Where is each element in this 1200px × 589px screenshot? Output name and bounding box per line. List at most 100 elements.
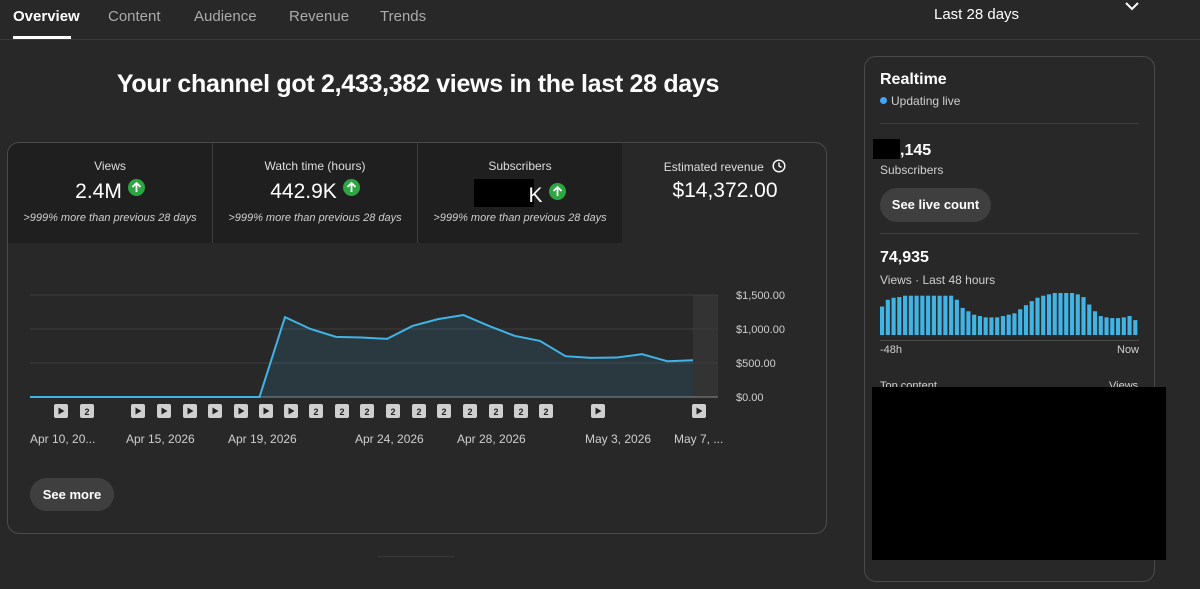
x-tick-label: Apr 28, 2026	[457, 432, 526, 446]
chart-baseline	[880, 340, 1139, 341]
tab-content[interactable]: Content	[108, 8, 161, 25]
video-marker-icon[interactable]	[54, 404, 68, 418]
video-marker-icon[interactable]	[208, 404, 222, 418]
realtime-bar[interactable]	[880, 306, 885, 335]
realtime-bar[interactable]	[960, 307, 965, 335]
realtime-bar[interactable]	[926, 295, 931, 335]
realtime-bar[interactable]	[995, 317, 1000, 335]
metric-views[interactable]: Views 2.4M >999% more than previous 28 d…	[8, 143, 212, 243]
video-marker-icon[interactable]	[259, 404, 273, 418]
realtime-bar[interactable]	[914, 295, 919, 335]
realtime-bar[interactable]	[903, 295, 908, 335]
realtime-bar[interactable]	[1000, 316, 1006, 335]
tab-overview[interactable]: Overview	[13, 8, 80, 25]
realtime-bar[interactable]	[1029, 301, 1034, 335]
realtime-bar[interactable]	[1052, 293, 1057, 335]
multi-video-marker-icon[interactable]: 2	[335, 404, 349, 418]
chevron-down-icon[interactable]	[1124, 0, 1140, 14]
realtime-bar[interactable]	[1121, 317, 1126, 335]
realtime-bar[interactable]	[1018, 309, 1023, 335]
axis-label-start: -48h	[880, 344, 903, 356]
realtime-bar[interactable]	[1023, 305, 1029, 335]
realtime-bar[interactable]	[1098, 316, 1103, 335]
metric-watch-time[interactable]: Watch time (hours) 442.9K >999% more tha…	[213, 143, 417, 243]
video-marker-icon[interactable]	[131, 404, 145, 418]
svg-text:2: 2	[339, 407, 344, 417]
realtime-bar[interactable]	[1092, 311, 1098, 335]
arrow-up-icon	[342, 179, 360, 196]
see-live-count-button[interactable]: See live count	[880, 188, 991, 222]
realtime-bar[interactable]	[966, 311, 971, 335]
realtime-bar[interactable]	[937, 295, 942, 335]
realtime-bar[interactable]	[1081, 297, 1086, 335]
metric-revenue[interactable]: Estimated revenue $14,372.00	[622, 143, 826, 243]
see-more-button[interactable]: See more	[30, 478, 114, 511]
multi-video-marker-icon[interactable]: 2	[514, 404, 528, 418]
realtime-bar[interactable]	[1069, 293, 1075, 335]
realtime-bar[interactable]	[954, 299, 959, 335]
realtime-bar[interactable]	[943, 295, 948, 335]
multi-video-marker-icon[interactable]: 2	[539, 404, 553, 418]
realtime-bar[interactable]	[989, 317, 994, 335]
realtime-bar[interactable]	[1046, 294, 1052, 335]
realtime-bar[interactable]	[972, 314, 977, 335]
realtime-bar[interactable]	[1075, 294, 1080, 335]
realtime-bar[interactable]	[931, 295, 936, 335]
revenue-value: $14,372.00	[672, 179, 778, 202]
revenue-chart[interactable]: $1,500.00 $1,000.00 $500.00 $0.00 2 2 2 2 2 2 2 2 2…	[8, 243, 827, 483]
multi-video-marker-icon[interactable]: 2	[386, 404, 400, 418]
y-tick-label: $0.00	[736, 392, 764, 404]
realtime-bar[interactable]	[1104, 317, 1109, 335]
tab-revenue[interactable]: Revenue	[289, 8, 350, 25]
video-marker-icon[interactable]	[234, 404, 248, 418]
multi-video-marker-icon[interactable]: 2	[489, 404, 503, 418]
revenue-label: Estimated revenue	[663, 160, 764, 174]
svg-text:2: 2	[364, 407, 369, 417]
realtime-bar[interactable]	[1006, 314, 1011, 335]
realtime-bar[interactable]	[1012, 313, 1017, 335]
video-marker-icon[interactable]	[183, 404, 197, 418]
subscribers-suffix: K	[528, 184, 543, 207]
x-tick-label: Apr 15, 2026	[126, 432, 195, 446]
realtime-bar[interactable]	[1110, 318, 1115, 335]
multi-video-marker-icon[interactable]: 2	[463, 404, 477, 418]
multi-video-marker-icon[interactable]: 2	[80, 404, 94, 418]
multi-video-marker-icon[interactable]: 2	[437, 404, 451, 418]
multi-video-marker-icon[interactable]: 2	[360, 404, 374, 418]
video-marker-icon[interactable]	[284, 404, 298, 418]
realtime-bar-chart[interactable]	[865, 289, 1155, 339]
svg-text:2: 2	[467, 407, 472, 417]
realtime-bar[interactable]	[1127, 316, 1132, 335]
realtime-status-text: Updating live	[891, 94, 961, 108]
realtime-bar[interactable]	[949, 295, 954, 335]
tab-trends[interactable]: Trends	[380, 8, 427, 25]
realtime-bar[interactable]	[977, 316, 982, 335]
arrow-up-icon	[127, 179, 145, 196]
date-range-selector[interactable]: Last 28 days	[934, 6, 1020, 23]
x-tick-label: Apr 24, 2026	[355, 432, 424, 446]
svg-text:2: 2	[518, 407, 523, 417]
realtime-bar[interactable]	[983, 317, 988, 335]
realtime-bar[interactable]	[1087, 304, 1092, 335]
video-marker-icon[interactable]	[591, 404, 605, 418]
realtime-bar[interactable]	[1041, 295, 1046, 335]
video-marker-icon[interactable]	[157, 404, 171, 418]
realtime-bar[interactable]	[1064, 293, 1069, 335]
realtime-bar[interactable]	[908, 295, 913, 335]
realtime-bar[interactable]	[1058, 293, 1063, 335]
realtime-views: 74,935	[880, 249, 929, 266]
realtime-bar[interactable]	[1115, 318, 1121, 335]
video-marker-icon[interactable]	[692, 404, 706, 418]
realtime-bar[interactable]	[891, 297, 896, 335]
multi-video-marker-icon[interactable]: 2	[309, 404, 323, 418]
realtime-bar[interactable]	[897, 297, 902, 335]
redacted-region	[872, 387, 1166, 560]
tab-audience[interactable]: Audience	[194, 8, 257, 25]
realtime-bar[interactable]	[1133, 320, 1138, 335]
multi-video-marker-icon[interactable]: 2	[412, 404, 426, 418]
metric-subscribers[interactable]: Subscribers K >999% more than previous 2…	[418, 143, 622, 243]
x-tick-label: May 3, 2026	[585, 432, 651, 446]
realtime-bar[interactable]	[885, 299, 890, 335]
realtime-bar[interactable]	[920, 295, 925, 335]
realtime-bar[interactable]	[1035, 297, 1040, 335]
